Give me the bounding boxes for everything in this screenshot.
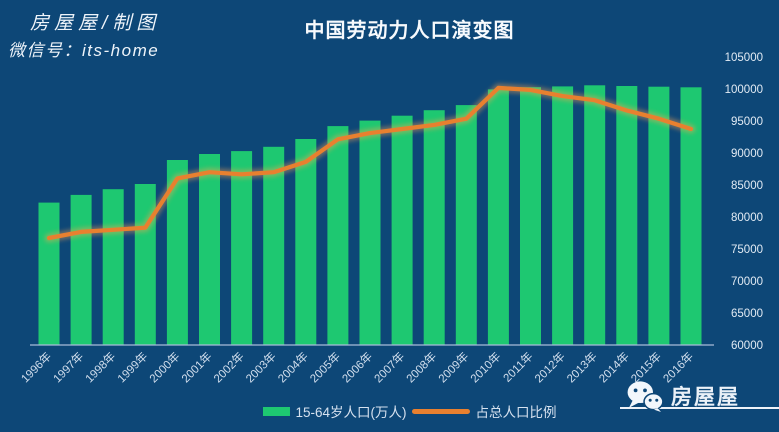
x-label-2001年: 2001年 (178, 349, 214, 385)
x-label-2000年: 2000年 (146, 349, 182, 385)
x-label-2006年: 2006年 (339, 349, 375, 385)
bar-2014年 (616, 86, 638, 345)
brand-name: 房屋屋 (671, 386, 740, 409)
bar-2009年 (455, 105, 477, 345)
x-label-2007年: 2007年 (371, 349, 407, 385)
bar-2004年 (295, 139, 317, 345)
bar-series-swatch (262, 406, 290, 416)
brand-logo: 房屋屋 (626, 380, 740, 412)
y-tick-95000: 95000 (731, 116, 763, 128)
y-tick-105000: 105000 (725, 52, 763, 64)
x-label-1996年: 1996年 (18, 349, 54, 385)
watermark-wechat-id: 微信号：its-home (8, 41, 160, 60)
legend-item-bar: 15-64岁人口(万人) (262, 401, 407, 421)
bar-2013年 (584, 85, 606, 346)
bar-2016年 (680, 87, 702, 346)
y-tick-80000: 80000 (731, 212, 763, 224)
bar-2003年 (263, 146, 285, 345)
bar-2015年 (648, 86, 670, 345)
x-label-1999年: 1999年 (114, 349, 150, 385)
y-tick-85000: 85000 (731, 180, 763, 192)
wechat-icon (627, 381, 664, 412)
bar-2011年 (520, 87, 541, 345)
bar-2012年 (552, 86, 574, 346)
bar-2008年 (423, 110, 445, 345)
bar-2007年 (391, 115, 413, 345)
bar-2005年 (327, 126, 349, 345)
x-label-2008年: 2008年 (403, 349, 439, 385)
bar-2010年 (487, 89, 509, 346)
legend-item-line: 占总人口比例 (411, 401, 557, 421)
x-label-2009年: 2009年 (435, 349, 471, 385)
logo-underline (620, 407, 779, 409)
y-tick-100000: 100000 (725, 84, 763, 96)
x-label-2011年: 2011年 (500, 349, 536, 385)
chart-title: 中国劳动力人口演变图 (304, 20, 515, 42)
y-tick-65000: 65000 (731, 308, 763, 320)
x-label-2005年: 2005年 (307, 349, 343, 385)
x-label-2003年: 2003年 (243, 349, 279, 385)
bar-2002年 (231, 151, 253, 345)
bar-1996年 (38, 202, 60, 345)
y-tick-90000: 90000 (731, 148, 763, 160)
y-tick-60000: 60000 (731, 340, 763, 352)
line-series-label: 占总人口比例 (475, 405, 557, 420)
y-tick-75000: 75000 (731, 244, 763, 256)
trend-line (46, 85, 694, 241)
x-label-2010年: 2010年 (467, 349, 503, 385)
bar-1998年 (102, 189, 124, 345)
x-label-2002年: 2002年 (211, 349, 247, 385)
y-tick-70000: 70000 (731, 276, 763, 288)
watermark-author: 房屋屋/制图 (30, 13, 161, 34)
x-label-1998年: 1998年 (82, 349, 118, 385)
bar-1997年 (70, 194, 92, 345)
x-label-2004年: 2004年 (275, 349, 311, 385)
bar-2006年 (359, 120, 381, 345)
x-label-2012年: 2012年 (532, 349, 568, 385)
bar-2000年 (166, 160, 188, 345)
x-label-1997年: 1997年 (50, 349, 86, 385)
bar-2001年 (199, 154, 220, 345)
bar-series-label: 15-64岁人口(万人) (295, 405, 407, 420)
legend: 15-64岁人口(万人) 占总人口比例 (262, 401, 557, 421)
bar-1999年 (134, 184, 156, 345)
x-label-2013年: 2013年 (564, 349, 600, 385)
line-series-swatch (411, 408, 470, 414)
